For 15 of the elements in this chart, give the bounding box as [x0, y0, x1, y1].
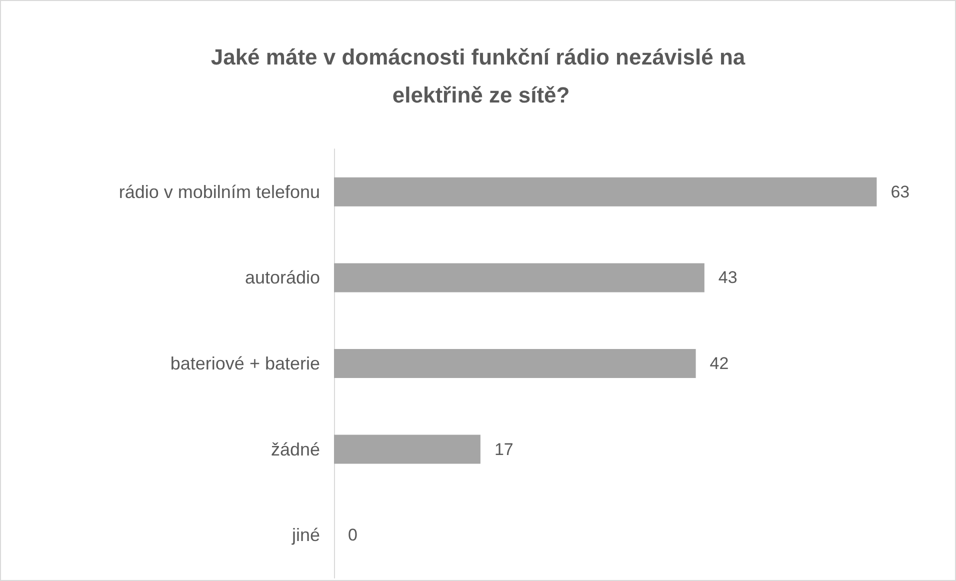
data-label: 43 [718, 268, 738, 288]
y-tick-label: žádné [270, 439, 320, 460]
bar [334, 434, 480, 464]
bar [334, 263, 704, 292]
chart-title: Jaké máte v domácnosti funkční rádio nezávislé na elektřině ze sítě? [210, 44, 746, 108]
y-tick-label: jiné [290, 525, 320, 546]
y-tick-label: autorádio [244, 268, 320, 288]
data-label: 17 [494, 440, 514, 459]
data-label: 63 [890, 182, 910, 202]
y-tick-label: rádio v mobilním telefonu [118, 182, 320, 202]
data-label: 0 [348, 526, 358, 545]
data-label: 42 [710, 354, 729, 373]
bar [334, 177, 877, 206]
y-tick-label: bateriové + baterie [170, 354, 320, 374]
bar [334, 349, 696, 378]
